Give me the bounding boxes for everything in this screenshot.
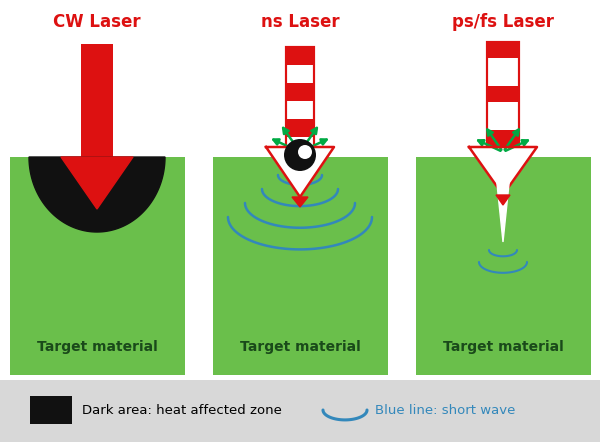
Text: CW Laser: CW Laser bbox=[53, 13, 141, 31]
Bar bbox=[286, 83, 314, 101]
Text: Target material: Target material bbox=[443, 340, 563, 354]
Polygon shape bbox=[266, 147, 334, 197]
Polygon shape bbox=[29, 157, 165, 232]
Bar bbox=[10, 157, 185, 375]
Polygon shape bbox=[61, 157, 133, 209]
Bar bbox=[0, 380, 600, 442]
Bar bbox=[286, 47, 314, 149]
Bar bbox=[487, 42, 519, 58]
Bar bbox=[213, 157, 388, 375]
Polygon shape bbox=[494, 155, 512, 242]
Bar bbox=[286, 47, 314, 65]
Bar bbox=[286, 119, 314, 137]
Text: Dark area: heat affected zone: Dark area: heat affected zone bbox=[82, 404, 282, 416]
Text: Blue line: short wave: Blue line: short wave bbox=[375, 404, 515, 416]
Polygon shape bbox=[469, 147, 537, 195]
Bar bbox=[30, 396, 72, 424]
Bar bbox=[487, 130, 519, 146]
Circle shape bbox=[298, 145, 312, 159]
Bar bbox=[487, 42, 519, 149]
Text: ps/fs Laser: ps/fs Laser bbox=[452, 13, 554, 31]
Circle shape bbox=[284, 139, 316, 171]
Text: Target material: Target material bbox=[239, 340, 361, 354]
Bar bbox=[416, 157, 591, 375]
Polygon shape bbox=[292, 197, 308, 207]
Bar bbox=[81, 44, 113, 157]
Bar bbox=[286, 47, 314, 149]
Bar bbox=[487, 86, 519, 102]
Text: Target material: Target material bbox=[37, 340, 157, 354]
Text: ns Laser: ns Laser bbox=[260, 13, 340, 31]
Polygon shape bbox=[496, 195, 510, 205]
Bar bbox=[487, 42, 519, 149]
